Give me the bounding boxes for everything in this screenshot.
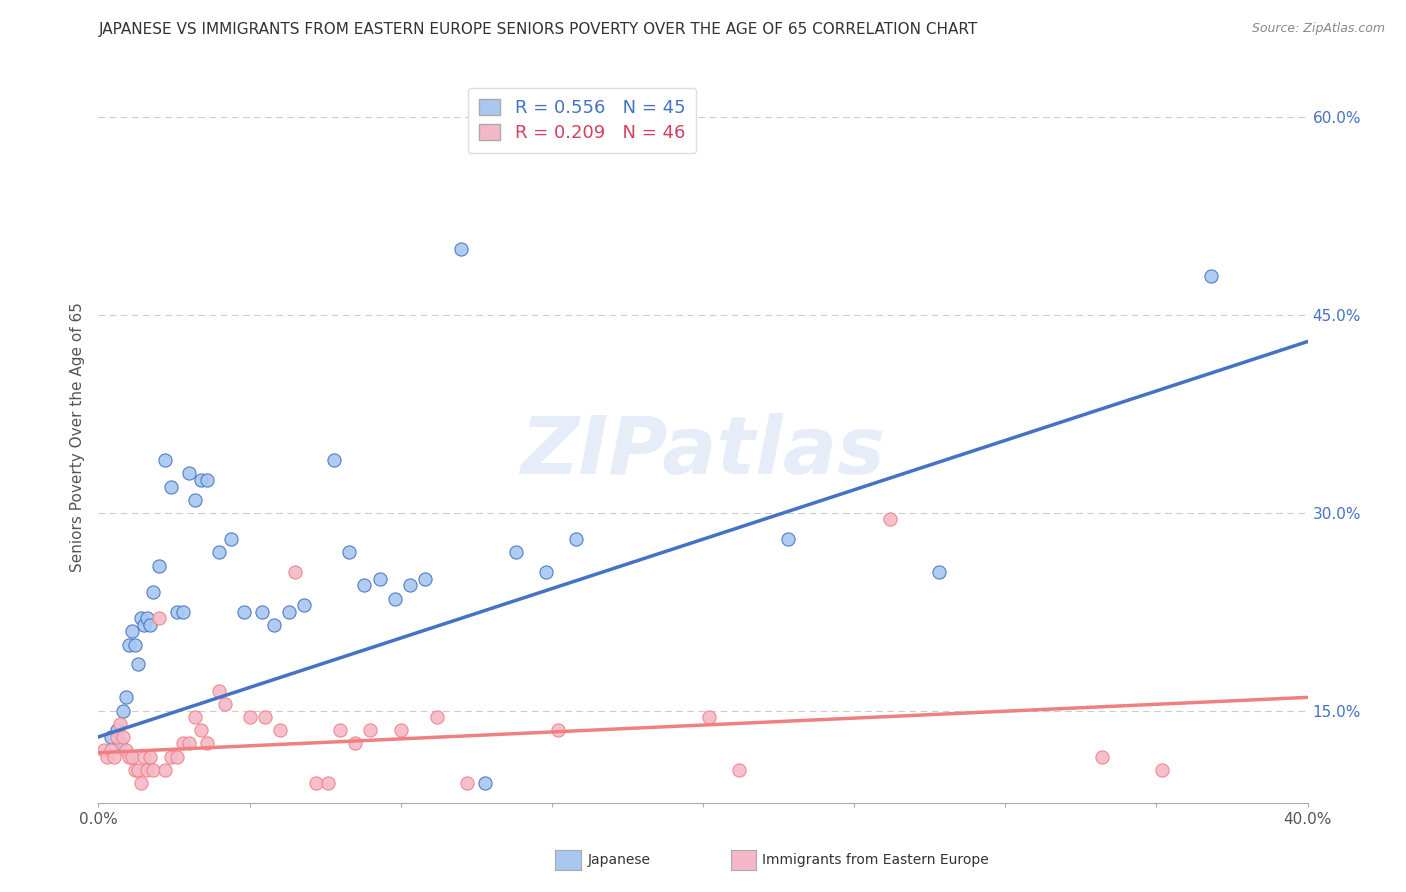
Point	[1091, 749, 1114, 764]
Point	[105, 723, 128, 738]
Point	[103, 749, 125, 764]
Point	[132, 749, 155, 764]
Point	[250, 605, 273, 619]
Point	[195, 473, 218, 487]
Point	[232, 605, 254, 619]
Point	[195, 737, 218, 751]
Point	[277, 605, 299, 619]
Point	[221, 533, 243, 547]
Point	[208, 545, 231, 559]
Point	[127, 657, 149, 672]
Point	[879, 512, 901, 526]
Point	[108, 737, 131, 751]
Point	[292, 598, 315, 612]
Point	[928, 565, 950, 579]
Point	[93, 743, 115, 757]
Point	[413, 572, 436, 586]
Point	[1152, 763, 1174, 777]
Point	[121, 624, 143, 639]
Point	[184, 492, 207, 507]
Point	[190, 723, 212, 738]
Point	[1199, 268, 1222, 283]
Point	[190, 473, 212, 487]
Point	[728, 763, 751, 777]
Point	[284, 565, 307, 579]
Point	[124, 763, 146, 777]
Point	[105, 730, 128, 744]
Text: Japanese: Japanese	[588, 853, 651, 867]
Point	[547, 723, 569, 738]
Point	[100, 730, 122, 744]
Point	[139, 618, 162, 632]
Text: ZIPatlas: ZIPatlas	[520, 413, 886, 491]
Point	[118, 749, 141, 764]
Point	[534, 565, 557, 579]
Point	[166, 605, 188, 619]
Point	[139, 749, 162, 764]
Point	[179, 737, 201, 751]
Legend: R = 0.556   N = 45, R = 0.209   N = 46: R = 0.556 N = 45, R = 0.209 N = 46	[468, 87, 696, 153]
Point	[214, 697, 236, 711]
Point	[142, 585, 165, 599]
Point	[398, 578, 420, 592]
Point	[129, 611, 152, 625]
Text: Source: ZipAtlas.com: Source: ZipAtlas.com	[1251, 22, 1385, 36]
Point	[114, 743, 136, 757]
Point	[111, 730, 134, 744]
Point	[108, 716, 131, 731]
Text: JAPANESE VS IMMIGRANTS FROM EASTERN EUROPE SENIORS POVERTY OVER THE AGE OF 65 CO: JAPANESE VS IMMIGRANTS FROM EASTERN EURO…	[98, 22, 977, 37]
Point	[776, 533, 799, 547]
Point	[160, 479, 183, 493]
Point	[450, 242, 472, 256]
Point	[172, 737, 194, 751]
Text: Immigrants from Eastern Europe: Immigrants from Eastern Europe	[762, 853, 988, 867]
Point	[148, 611, 170, 625]
Point	[124, 638, 146, 652]
Point	[305, 776, 328, 790]
Point	[316, 776, 339, 790]
Point	[127, 763, 149, 777]
Point	[344, 737, 367, 751]
Point	[148, 558, 170, 573]
Point	[323, 453, 346, 467]
Point	[111, 704, 134, 718]
Point	[142, 763, 165, 777]
Point	[253, 710, 276, 724]
Point	[100, 743, 122, 757]
Point	[129, 776, 152, 790]
Point	[121, 749, 143, 764]
Point	[565, 533, 588, 547]
Point	[114, 690, 136, 705]
Point	[360, 723, 382, 738]
Point	[184, 710, 207, 724]
Point	[389, 723, 412, 738]
Point	[263, 618, 285, 632]
Point	[329, 723, 352, 738]
Point	[239, 710, 262, 724]
Point	[269, 723, 291, 738]
Point	[166, 749, 188, 764]
Point	[96, 749, 118, 764]
Point	[153, 453, 176, 467]
Point	[426, 710, 449, 724]
Point	[118, 638, 141, 652]
Point	[135, 763, 157, 777]
Point	[697, 710, 720, 724]
Point	[456, 776, 478, 790]
Point	[505, 545, 527, 559]
Point	[353, 578, 375, 592]
Point	[135, 611, 157, 625]
Point	[384, 591, 406, 606]
Point	[172, 605, 194, 619]
Point	[208, 683, 231, 698]
Point	[160, 749, 183, 764]
Point	[153, 763, 176, 777]
Point	[368, 572, 391, 586]
Point	[132, 618, 155, 632]
Y-axis label: Seniors Poverty Over the Age of 65: Seniors Poverty Over the Age of 65	[70, 302, 86, 572]
Point	[337, 545, 360, 559]
Point	[474, 776, 496, 790]
Point	[179, 467, 201, 481]
